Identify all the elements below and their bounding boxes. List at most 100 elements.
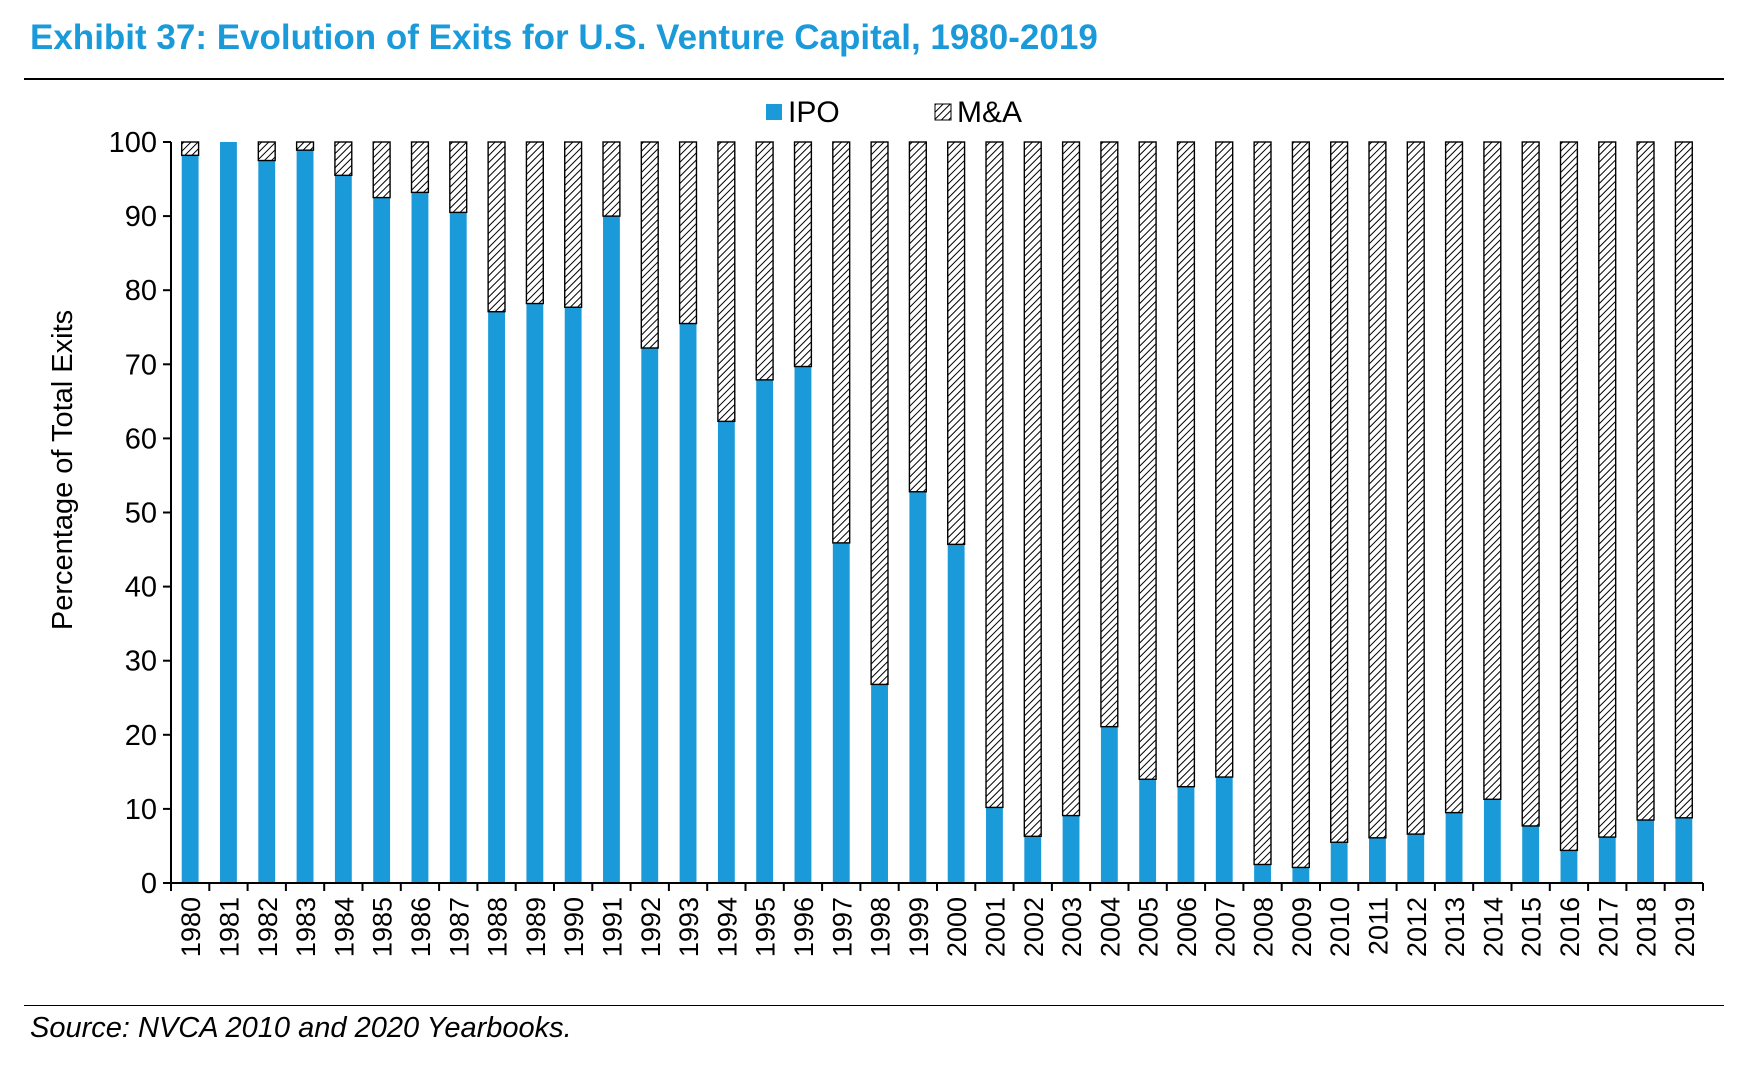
bar-ma-1991 xyxy=(602,141,621,217)
x-tick-label-2018: 2018 xyxy=(1632,897,1662,957)
legend: IPO M&A xyxy=(766,96,1022,129)
x-tick-label-1998: 1998 xyxy=(866,897,896,957)
y-axis-label: Percentage of Total Exits xyxy=(47,310,79,630)
bar-ma-1980 xyxy=(181,141,200,157)
x-tick-label-1992: 1992 xyxy=(636,897,666,957)
x-tick-label-1987: 1987 xyxy=(444,897,474,957)
bar-ipo-1988 xyxy=(488,311,505,884)
bar-ipo-1989 xyxy=(526,303,544,884)
bar-ipo-2000 xyxy=(947,544,965,883)
bar-ipo-1986 xyxy=(411,192,429,883)
x-tick-label-2010: 2010 xyxy=(1325,897,1355,957)
bar-ma-2009 xyxy=(1291,141,1310,869)
bar-ipo-2008 xyxy=(1254,864,1271,883)
y-tick-label-10: 10 xyxy=(125,794,157,826)
x-tick-label-2012: 2012 xyxy=(1402,897,1432,957)
bar-ma-2016 xyxy=(1559,141,1579,852)
bar-ma-1993 xyxy=(678,141,698,325)
bar-ma-2005 xyxy=(1138,141,1157,780)
bar-ipo-2015 xyxy=(1522,825,1540,883)
bar-ipo-1999 xyxy=(909,491,927,883)
x-tick-label-1994: 1994 xyxy=(712,897,742,957)
x-tick-label-2019: 2019 xyxy=(1670,897,1700,957)
bar-ma-2014 xyxy=(1483,141,1502,800)
bar-ipo-2006 xyxy=(1177,786,1195,883)
bar-ipo-2004 xyxy=(1100,726,1118,883)
bar-ma-1987 xyxy=(449,141,468,214)
legend-swatch-ma xyxy=(934,103,952,121)
bar-ipo-2012 xyxy=(1407,834,1425,883)
bar-ipo-1984 xyxy=(334,175,352,884)
x-tick-label-2001: 2001 xyxy=(980,897,1010,957)
y-tick-label-100: 100 xyxy=(109,127,157,159)
legend-label-ma: M&A xyxy=(957,96,1022,129)
bar-ipo-1985 xyxy=(373,197,391,883)
bar-ipo-2013 xyxy=(1445,812,1463,883)
bar-ipo-2018 xyxy=(1637,820,1654,883)
bar-ma-1985 xyxy=(372,141,391,199)
bar-ma-1992 xyxy=(640,141,659,349)
x-tick-label-2009: 2009 xyxy=(1287,897,1317,957)
bar-ma-2010 xyxy=(1330,141,1349,843)
bar-ipo-2016 xyxy=(1560,850,1578,883)
bar-ipo-2003 xyxy=(1062,815,1080,883)
bar-ipo-2014 xyxy=(1483,799,1501,883)
bar-ma-2003 xyxy=(1061,141,1081,817)
y-tick-label-30: 30 xyxy=(125,646,157,678)
bar-ipo-2001 xyxy=(986,807,1003,883)
source-note: Source: NVCA 2010 and 2020 Yearbooks. xyxy=(30,1012,572,1044)
x-tick-label-2004: 2004 xyxy=(1095,897,1125,957)
bar-ipo-2017 xyxy=(1598,837,1616,883)
bar-ma-1984 xyxy=(334,141,353,177)
bar-ipo-2009 xyxy=(1292,867,1310,883)
bar-ma-1996 xyxy=(793,141,813,368)
bar-ipo-1992 xyxy=(641,347,659,883)
x-tick-label-1980: 1980 xyxy=(176,897,206,957)
y-tick-label-0: 0 xyxy=(141,868,157,900)
bar-ma-2007 xyxy=(1215,141,1234,778)
plot-area: 0 10 20 30 40 50 60 70 80 90 100 1980 1981 1982 1983 19… xyxy=(109,127,1704,957)
bar-ipo-2007 xyxy=(1215,777,1233,883)
bar-ipo-1993 xyxy=(679,323,697,883)
x-tick-label-1981: 1981 xyxy=(214,897,244,957)
x-tick-label-1996: 1996 xyxy=(789,897,819,957)
bar-ma-2004 xyxy=(1100,141,1119,728)
x-tick-label-1993: 1993 xyxy=(674,897,704,957)
bar-ma-1990 xyxy=(564,141,583,308)
y-tick-label-40: 40 xyxy=(125,572,157,604)
bar-ipo-1994 xyxy=(717,421,735,883)
bar-ma-2008 xyxy=(1253,141,1272,866)
title-divider xyxy=(24,78,1724,80)
bar-ipo-2011 xyxy=(1369,837,1386,883)
bar-ipo-1997 xyxy=(832,542,850,883)
bar-ma-2012 xyxy=(1406,141,1425,835)
bar-ipo-1996 xyxy=(794,366,812,883)
x-tick-label-1982: 1982 xyxy=(253,897,283,957)
x-tick-label-2003: 2003 xyxy=(1057,897,1087,957)
bar-ma-1999 xyxy=(908,141,927,493)
y-tick-label-20: 20 xyxy=(125,720,157,752)
bar-ipo-1982 xyxy=(258,160,276,883)
x-tick-label-2014: 2014 xyxy=(1478,897,1508,957)
footer-divider xyxy=(24,1005,1724,1006)
bar-ma-1989 xyxy=(525,141,544,305)
bar-ma-1995 xyxy=(755,141,774,381)
x-tick-label-2006: 2006 xyxy=(1172,897,1202,957)
legend-label-ipo: IPO xyxy=(788,96,840,129)
x-tick-label-1995: 1995 xyxy=(751,897,781,957)
bar-ipo-1983 xyxy=(296,150,314,883)
bar-ipo-1995 xyxy=(756,379,774,883)
y-tick-label-80: 80 xyxy=(125,275,157,307)
x-tick-label-1990: 1990 xyxy=(559,897,589,957)
x-tick-label-1997: 1997 xyxy=(827,897,857,957)
bar-ma-2015 xyxy=(1521,141,1540,827)
x-tick-label-2002: 2002 xyxy=(1019,897,1049,957)
x-tick-label-2008: 2008 xyxy=(1249,897,1279,957)
bar-ma-1998 xyxy=(870,141,889,686)
stacked-bar-chart: Percentage of Total Exits IPO M&A 0 10 20 3… xyxy=(47,96,1704,957)
bar-ma-1983 xyxy=(295,141,315,151)
bar-ipo-1998 xyxy=(871,684,888,883)
x-tick-label-1984: 1984 xyxy=(329,897,359,957)
x-tick-label-2017: 2017 xyxy=(1593,897,1623,957)
bar-ipo-2005 xyxy=(1139,779,1157,883)
